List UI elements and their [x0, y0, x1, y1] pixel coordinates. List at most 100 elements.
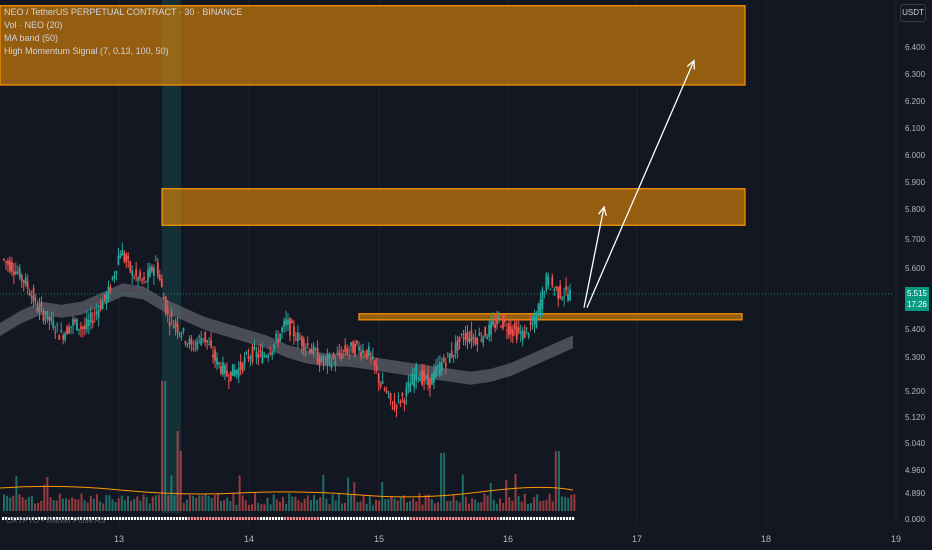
candle-body: [166, 308, 169, 315]
y-tick-label[interactable]: 6.100: [905, 124, 926, 133]
y-tick-label[interactable]: 5.900: [905, 178, 926, 187]
signal-dot: [479, 517, 482, 520]
candle-body: [553, 289, 556, 291]
candle-body: [196, 341, 199, 350]
y-tick-label[interactable]: 5.300: [905, 353, 926, 362]
candle-body: [257, 353, 260, 359]
candle-body: [442, 357, 445, 363]
candle-body: [91, 320, 94, 324]
signal-dot: [413, 517, 416, 520]
candle-body: [3, 258, 5, 260]
candle-body: [101, 301, 104, 310]
signal-dot: [260, 517, 263, 520]
y-tick-label[interactable]: 6.400: [905, 43, 926, 52]
signal-dot: [323, 517, 326, 520]
candle-body: [381, 381, 384, 384]
y-tick-label[interactable]: 5.800: [905, 205, 926, 214]
candle-body: [87, 319, 90, 326]
candle-body: [285, 319, 287, 326]
signal-dot: [437, 517, 440, 520]
signal-dot: [68, 517, 71, 520]
signal-dot: [77, 517, 80, 520]
y-tick-label[interactable]: 6.300: [905, 70, 926, 79]
currency-selector[interactable]: USDT: [900, 4, 926, 22]
symbol-title[interactable]: NEO / TetherUS PERPETUAL CONTRACT · 30 ·…: [4, 7, 243, 17]
volume-bar: [71, 497, 74, 511]
candle-body: [435, 365, 437, 378]
candle-body: [346, 348, 349, 354]
volume-bar: [123, 500, 126, 511]
y-tick-label[interactable]: 5.700: [905, 235, 926, 244]
legend-ma-band[interactable]: MA band (50): [4, 33, 59, 43]
volume-bar: [9, 497, 12, 511]
candle-body: [78, 328, 80, 330]
signal-dot: [446, 517, 449, 520]
signal-dot: [188, 517, 191, 520]
volume-bar: [216, 493, 219, 511]
candle-body: [80, 326, 82, 329]
candle-body: [12, 271, 15, 275]
y-tick-label[interactable]: 5.200: [905, 387, 926, 396]
signal-dot: [500, 517, 503, 520]
volume-bar: [443, 453, 446, 511]
candle-body: [403, 399, 406, 404]
candle-body: [5, 261, 7, 263]
y-tick-label[interactable]: 4.890: [905, 489, 926, 498]
candle-body: [350, 342, 353, 346]
signal-dot: [116, 517, 119, 520]
y-tick-label[interactable]: 5.400: [905, 325, 926, 334]
candle-body: [385, 391, 388, 393]
candle-body: [162, 296, 165, 299]
candle-body: [352, 341, 354, 354]
candle-body: [225, 370, 228, 377]
candle-body: [446, 352, 449, 354]
volume-bar: [387, 498, 390, 511]
y-tick-label[interactable]: 5.600: [905, 264, 926, 273]
candle-body: [267, 355, 270, 358]
volume-bar: [573, 494, 576, 511]
candle-body: [429, 378, 431, 388]
candle-body: [322, 362, 325, 364]
candle-body: [395, 404, 398, 409]
candle-body: [417, 377, 420, 379]
y-tick-label[interactable]: 0.000: [905, 515, 926, 524]
signal-dot: [350, 517, 353, 520]
y-tick-label[interactable]: 6.200: [905, 97, 926, 106]
signal-dot: [71, 517, 74, 520]
volume-bar: [424, 494, 427, 511]
signal-dot: [293, 517, 296, 520]
signal-dot: [455, 517, 458, 520]
volume-bar: [241, 495, 244, 511]
volume-bar: [526, 504, 529, 511]
candle-body: [293, 326, 295, 337]
signal-dot: [365, 517, 368, 520]
y-tick-label[interactable]: 5.040: [905, 439, 926, 448]
candle-body: [89, 312, 92, 323]
y-tick-label[interactable]: 6.000: [905, 151, 926, 160]
legend-volume[interactable]: Vol · NEO (20): [4, 20, 63, 30]
candle-body: [492, 320, 495, 325]
signal-dot: [56, 517, 59, 520]
volume-bar: [179, 451, 182, 511]
candle-body: [123, 253, 126, 262]
legend-high-momentum-signal[interactable]: High Momentum Signal (7, 0.13, 100, 50): [4, 46, 169, 56]
candle-body: [302, 338, 305, 351]
signal-dot: [386, 517, 389, 520]
candle-body: [356, 340, 358, 344]
y-tick-label[interactable]: 4.960: [905, 466, 926, 475]
signal-dot: [212, 517, 215, 520]
volume-bar: [561, 496, 563, 511]
signal-dot: [251, 517, 254, 520]
candle-body: [490, 321, 493, 335]
signal-dot: [62, 517, 65, 520]
candle-body: [358, 346, 360, 351]
signal-dot: [470, 517, 473, 520]
y-tick-label[interactable]: 5.120: [905, 413, 926, 422]
candle-body: [237, 367, 240, 377]
volume-bar: [232, 493, 235, 511]
candle-body: [42, 310, 45, 322]
signal-dot: [161, 517, 164, 520]
signal-dot: [419, 517, 422, 520]
volume-bar: [406, 502, 408, 511]
